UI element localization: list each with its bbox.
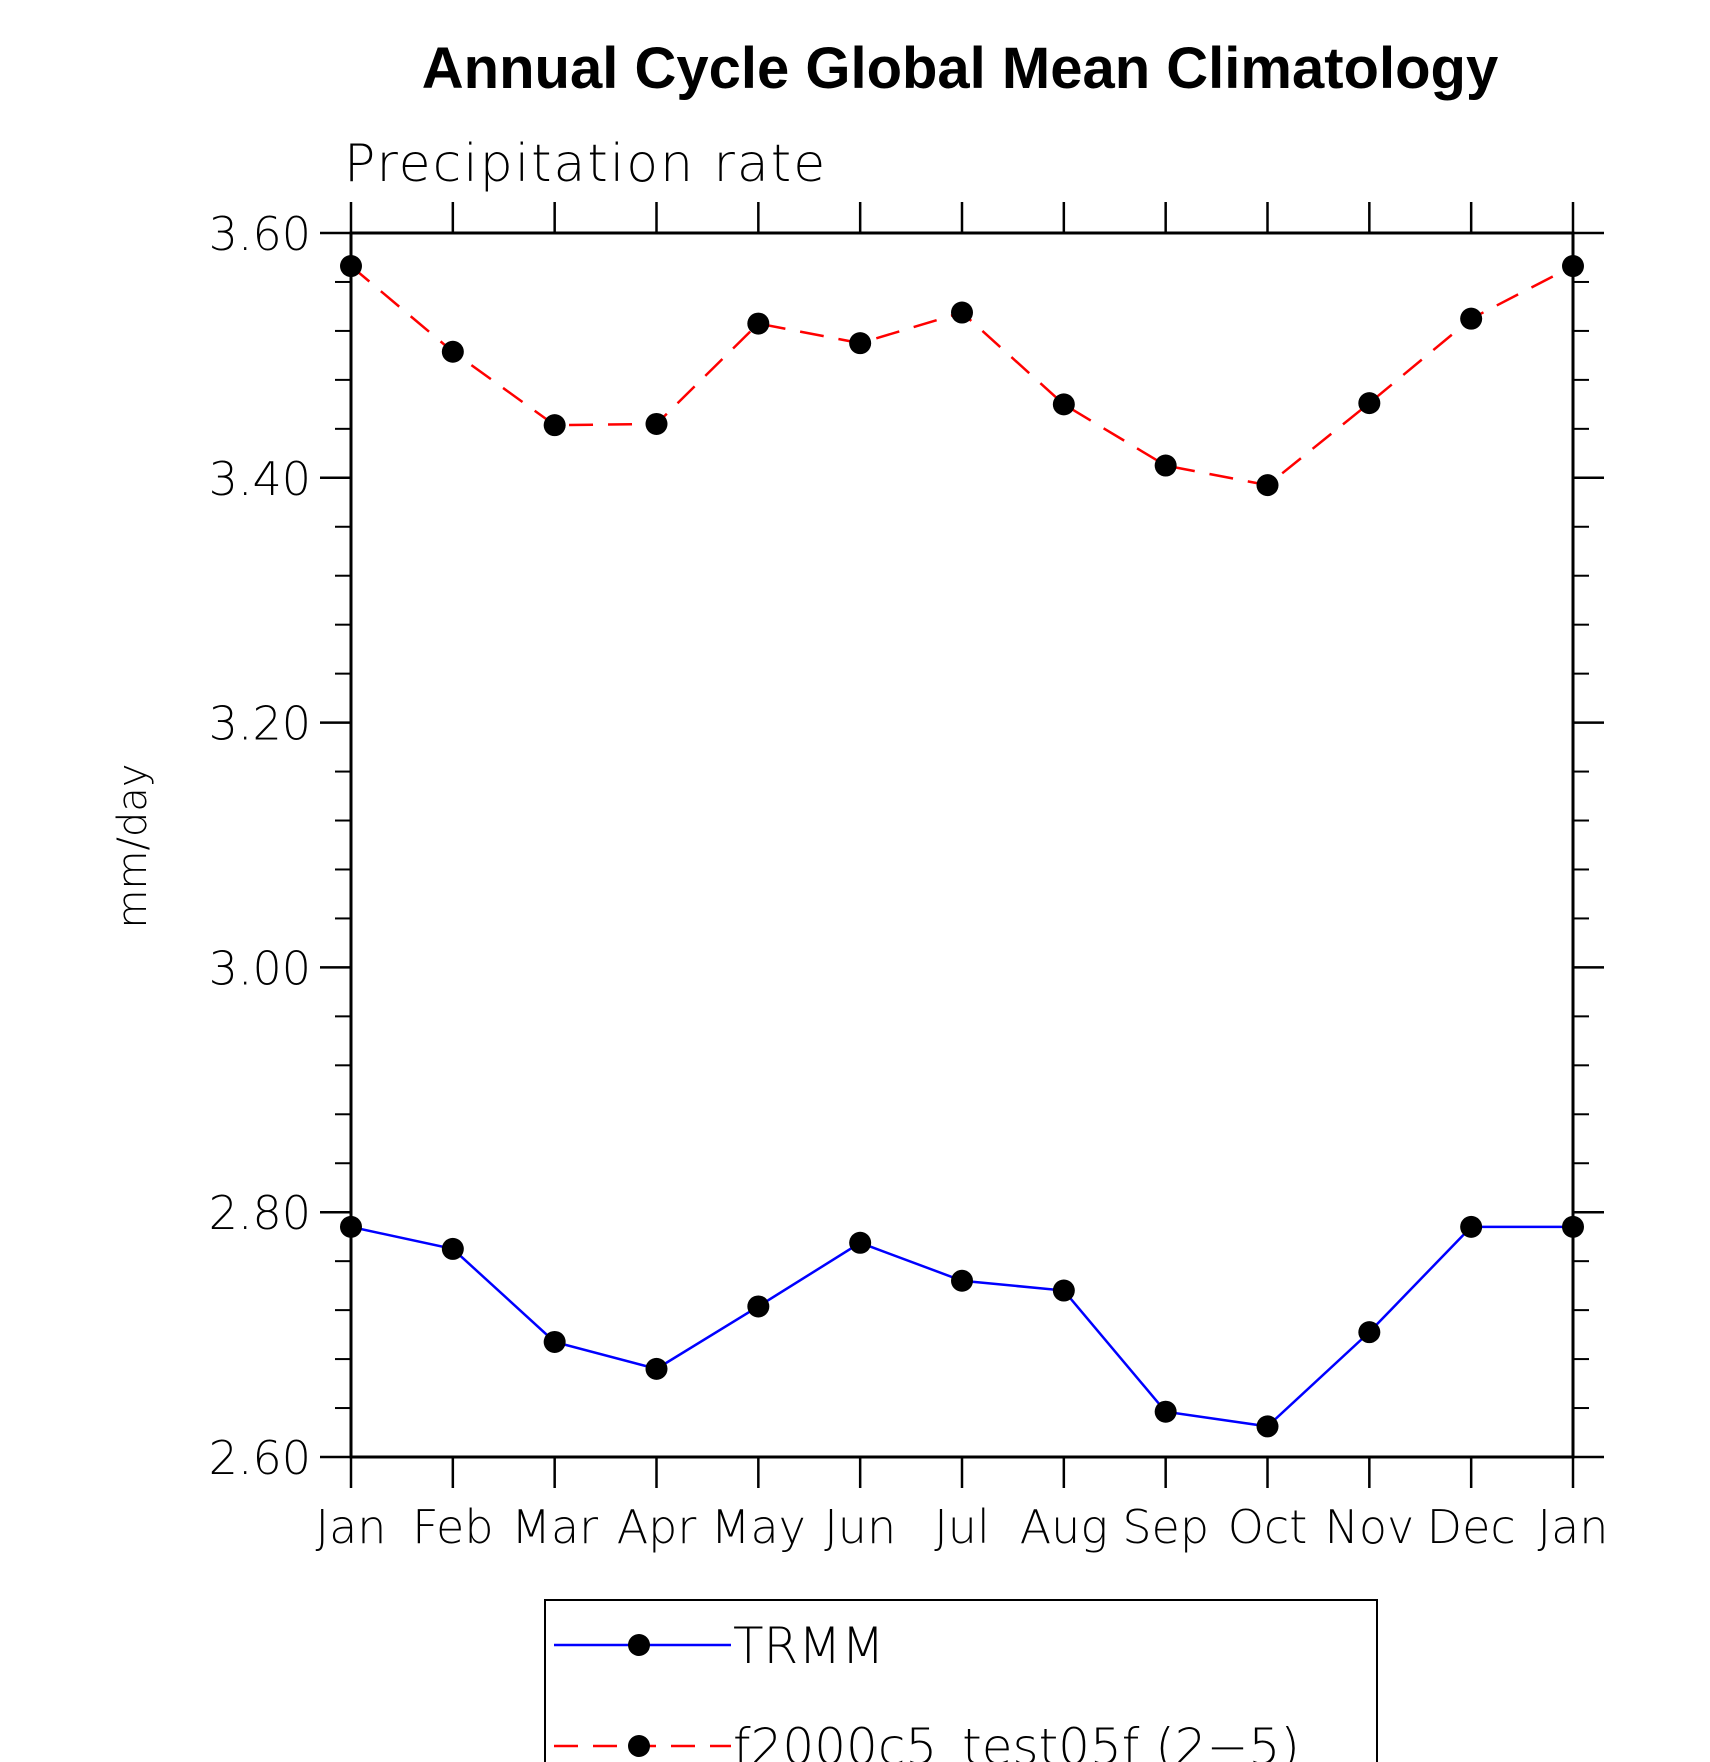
series-1-point [747, 312, 770, 335]
series-1-point [1154, 454, 1177, 477]
y-tick-label: 3.40 [209, 452, 311, 506]
series-0-point [1256, 1415, 1279, 1438]
chart-subtitle: Precipitation rate [344, 134, 827, 194]
y-tick-label: 3.60 [209, 207, 311, 261]
series-1-point [849, 332, 872, 355]
series-1-point [1358, 392, 1381, 415]
x-tick-label: Sep [1122, 1500, 1209, 1554]
y-axis-label: mm/day [110, 764, 156, 929]
series-1-point [951, 301, 973, 324]
series-1-point [340, 255, 362, 278]
series-0-point [1052, 1279, 1075, 1302]
legend-box [544, 1599, 1378, 1762]
x-tick-label: Mar [511, 1500, 598, 1554]
series-0-point [543, 1330, 566, 1353]
series-layer [340, 255, 1584, 1438]
x-tick-label: Jun [824, 1500, 896, 1554]
series-0-point [441, 1237, 464, 1260]
series-1-point [645, 412, 668, 435]
y-tick-label: 3.20 [209, 697, 311, 751]
x-tick-label: Dec [1427, 1500, 1516, 1554]
series-0-point [1460, 1215, 1483, 1238]
series-1-point [1052, 393, 1075, 416]
x-tick-label: Aug [1020, 1500, 1108, 1554]
x-tick-label: Oct [1228, 1500, 1308, 1554]
series-0-point [951, 1269, 973, 1292]
x-tick-label: Apr [617, 1500, 697, 1554]
legend: TRMM f2000c5_test05f (2−5) [544, 1599, 1378, 1762]
series-1-point [1460, 307, 1483, 330]
chart-title: Annual Cycle Global Mean Climatology [422, 36, 1498, 101]
series-0-point [1358, 1321, 1381, 1344]
axes: Jan Feb Mar Apr May Jun Jul Aug Sep Oct Nov Dec Jan2… [209, 202, 1609, 1554]
y-tick-label: 2.80 [209, 1186, 311, 1240]
series-0-point [645, 1357, 668, 1380]
series-0-point [1154, 1400, 1177, 1423]
x-tick-label: May [711, 1500, 806, 1554]
x-tick-label: Jul [934, 1500, 990, 1554]
series-1-point [1562, 255, 1584, 278]
series-0-point [849, 1231, 872, 1254]
series-line-0 [350, 1225, 1573, 1428]
series-1-point [441, 340, 464, 363]
series-1-point [543, 414, 566, 437]
series-0-point [747, 1295, 770, 1318]
series-1-point [1256, 474, 1279, 497]
x-tick-label: Jan [1538, 1500, 1609, 1554]
legend-marker-model [628, 1735, 650, 1757]
y-tick-label: 3.00 [209, 941, 311, 995]
x-tick-label: Jan [316, 1500, 387, 1554]
series-0-point [340, 1215, 362, 1238]
legend-marker-trmm [628, 1634, 650, 1656]
y-tick-label: 2.60 [209, 1431, 311, 1485]
x-tick-label: Nov [1324, 1500, 1414, 1554]
series-0-point [1562, 1215, 1584, 1238]
x-tick-label: Feb [412, 1500, 493, 1554]
legend-label-model: f2000c5_test05f (2−5) [733, 1718, 1300, 1762]
legend-label-trmm: TRMM [733, 1617, 885, 1675]
series-line-1 [350, 264, 1574, 487]
